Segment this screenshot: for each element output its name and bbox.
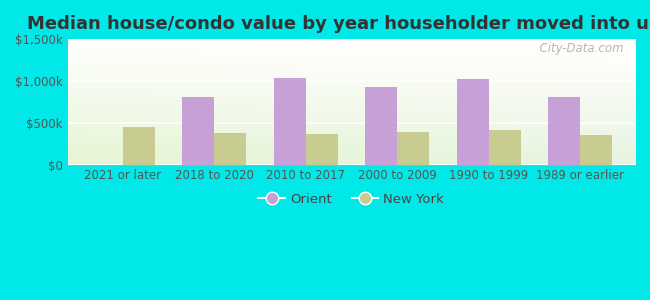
Bar	[182, 98, 214, 165]
Bar	[122, 127, 155, 165]
Bar	[274, 78, 305, 165]
Bar	[489, 130, 521, 165]
Legend: Orient, New York: Orient, New York	[254, 187, 449, 211]
Bar	[214, 133, 246, 165]
Bar	[306, 134, 337, 165]
Bar	[397, 132, 429, 165]
Bar	[548, 98, 580, 165]
Bar	[456, 79, 489, 165]
Title: Median house/condo value by year householder moved into unit: Median house/condo value by year househo…	[27, 15, 650, 33]
Bar	[365, 86, 397, 165]
Text: City-Data.com: City-Data.com	[532, 43, 623, 56]
Bar	[580, 135, 612, 165]
